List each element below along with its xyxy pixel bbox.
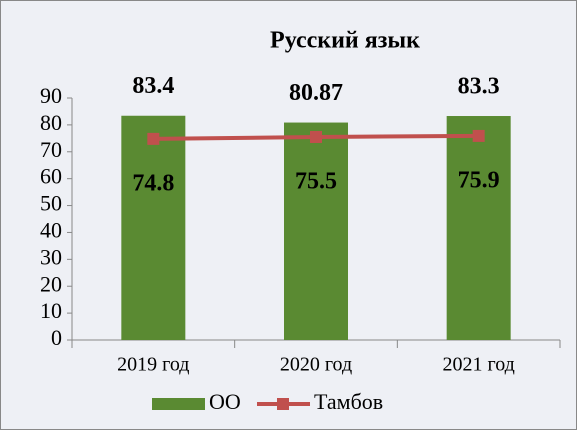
data-label: 83.4: [132, 73, 174, 99]
line-marker: [472, 129, 485, 142]
legend-swatch: [277, 398, 289, 410]
y-tick-label: 70: [40, 137, 62, 162]
y-tick-label: 20: [40, 271, 62, 296]
bar: [446, 116, 511, 340]
bar: [121, 115, 186, 340]
legend-swatch: [152, 398, 205, 410]
y-tick-label: 0: [51, 325, 62, 350]
y-tick-label: 80: [40, 110, 62, 135]
chart-title: Русский язык: [270, 28, 420, 54]
y-tick-label: 50: [40, 191, 62, 216]
data-label: 83.3: [458, 74, 500, 100]
x-tick-label: 2019 год: [117, 354, 189, 376]
x-tick-label: 2020 год: [280, 354, 352, 376]
data-label: 75.9: [458, 167, 500, 193]
line-marker: [147, 132, 160, 145]
y-tick-label: 10: [40, 298, 62, 323]
data-label: 74.8: [132, 170, 174, 196]
x-tick-label: 2021 год: [443, 354, 515, 376]
y-tick-label: 30: [40, 244, 62, 269]
y-tick-label: 90: [40, 83, 62, 108]
data-label: 80.87: [289, 80, 343, 106]
y-tick-label: 40: [40, 217, 62, 242]
data-label: 75.5: [295, 168, 337, 194]
legend-label: ОО: [209, 389, 241, 414]
legend-label: Тамбов: [314, 389, 383, 414]
y-tick-label: 60: [40, 164, 62, 189]
bar: [284, 122, 348, 340]
line-marker: [310, 130, 322, 143]
